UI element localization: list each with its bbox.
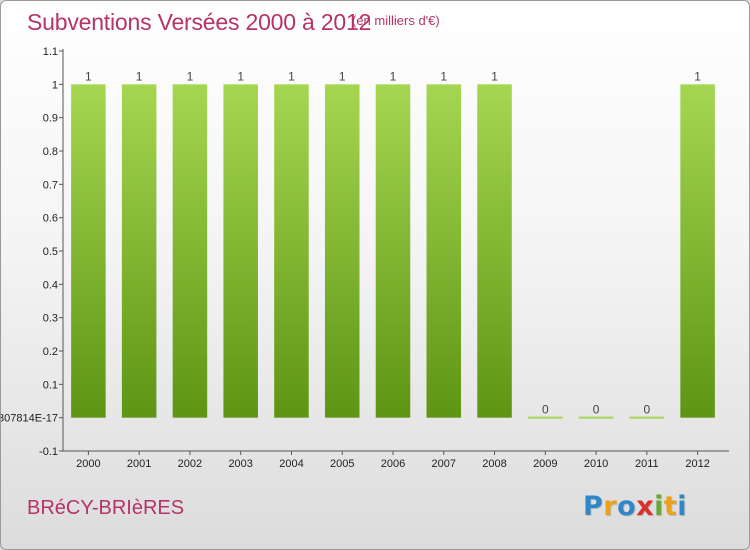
logo-letter: o: [617, 491, 637, 522]
data-label: 0: [644, 403, 651, 417]
data-label: 1: [694, 69, 701, 83]
x-tick-label: 2002: [178, 458, 202, 470]
data-label: 1: [288, 69, 295, 83]
x-tick-label: 2009: [533, 458, 557, 470]
bar: [274, 84, 309, 418]
data-label: 1: [390, 69, 397, 83]
y-tick-label: 0.8: [43, 146, 58, 158]
bar: [121, 84, 157, 418]
bar: [324, 84, 360, 418]
x-tick-label: 2000: [76, 458, 100, 470]
bar: [680, 84, 715, 418]
x-tick-label: 2007: [432, 458, 456, 470]
data-label: 1: [237, 69, 244, 83]
data-label: 1: [491, 69, 498, 83]
x-tick-label: 2012: [685, 458, 709, 470]
x-tick-label: 2001: [127, 458, 151, 470]
bar: [426, 84, 462, 418]
x-tick-label: 2003: [228, 458, 252, 470]
data-label: 1: [440, 69, 447, 83]
data-label: 0: [593, 403, 600, 417]
data-label: 1: [187, 69, 194, 83]
bar: [172, 84, 208, 418]
y-tick-label: 0.2: [43, 346, 58, 358]
y-tick-label: 1.1: [43, 46, 58, 58]
y-tick-label: 1: [52, 79, 58, 91]
x-tick-label: 2005: [330, 458, 354, 470]
logo-letter: x: [636, 491, 655, 522]
y-tick-label: 0.6: [43, 213, 58, 225]
y-tick-label: 0.1: [43, 379, 58, 391]
y-tick-label: 0.3: [43, 313, 58, 325]
x-tick-label: 2008: [482, 458, 506, 470]
logo-letter: r: [603, 491, 618, 522]
chart-unit: (en milliers d'€): [352, 13, 440, 28]
chart-title: Subventions Versées 2000 à 2012: [27, 9, 372, 35]
bar: [375, 84, 411, 418]
y-tick-label: 0.7: [43, 179, 58, 191]
x-tick-label: 2010: [584, 458, 608, 470]
data-label: 1: [85, 69, 92, 83]
proxiti-logo: Proxiti: [583, 491, 687, 522]
logo-letter: t: [663, 491, 678, 522]
bar: [223, 84, 258, 418]
bar: [578, 416, 614, 419]
data-label: 1: [136, 69, 143, 83]
logo-letter: P: [583, 491, 604, 522]
x-tick-label: 2006: [381, 458, 405, 470]
y-tick-label: 0.9: [43, 113, 58, 125]
x-tick-label: 2004: [279, 458, 303, 470]
commune-name: BRéCY-BRIèRES: [27, 497, 185, 519]
y-tick-label: 0.5: [43, 246, 58, 258]
bar: [477, 84, 512, 418]
bar: [629, 416, 665, 419]
y-tick-label: 307814E-17: [1, 413, 58, 425]
data-label: 0: [542, 403, 549, 417]
bar: [528, 416, 563, 419]
x-tick-label: 2011: [635, 458, 659, 470]
data-label: 1: [339, 69, 346, 83]
bar: [71, 84, 106, 418]
y-tick-label: 0.4: [43, 279, 58, 291]
logo-letter: i: [677, 491, 688, 522]
logo-letter: i: [654, 491, 664, 522]
y-tick-label: -0.1: [39, 446, 58, 458]
